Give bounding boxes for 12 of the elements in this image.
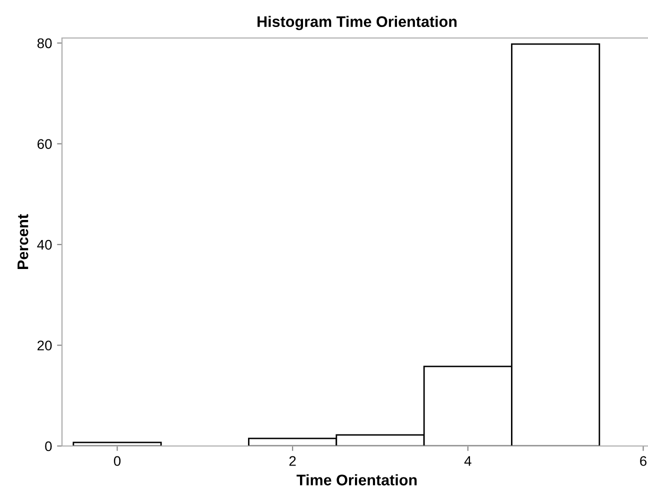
y-tick-label: 60 [38,139,52,149]
y-tick-label: 80 [37,38,52,48]
chart-title: Histogram Time Orientation [258,16,457,30]
x-tick-label: 0 [114,456,121,466]
x-axis-title: Time Orientation [296,474,417,486]
y-tick-label: 20 [38,340,52,350]
y-axis-title: Percent [18,214,28,269]
y-tick-label: 0 [45,441,52,452]
x-tick-label: 6 [640,456,646,466]
x-tick-label: 4 [464,456,472,466]
x-tick-label: 2 [289,456,296,466]
y-tick-label: 40 [37,240,52,250]
